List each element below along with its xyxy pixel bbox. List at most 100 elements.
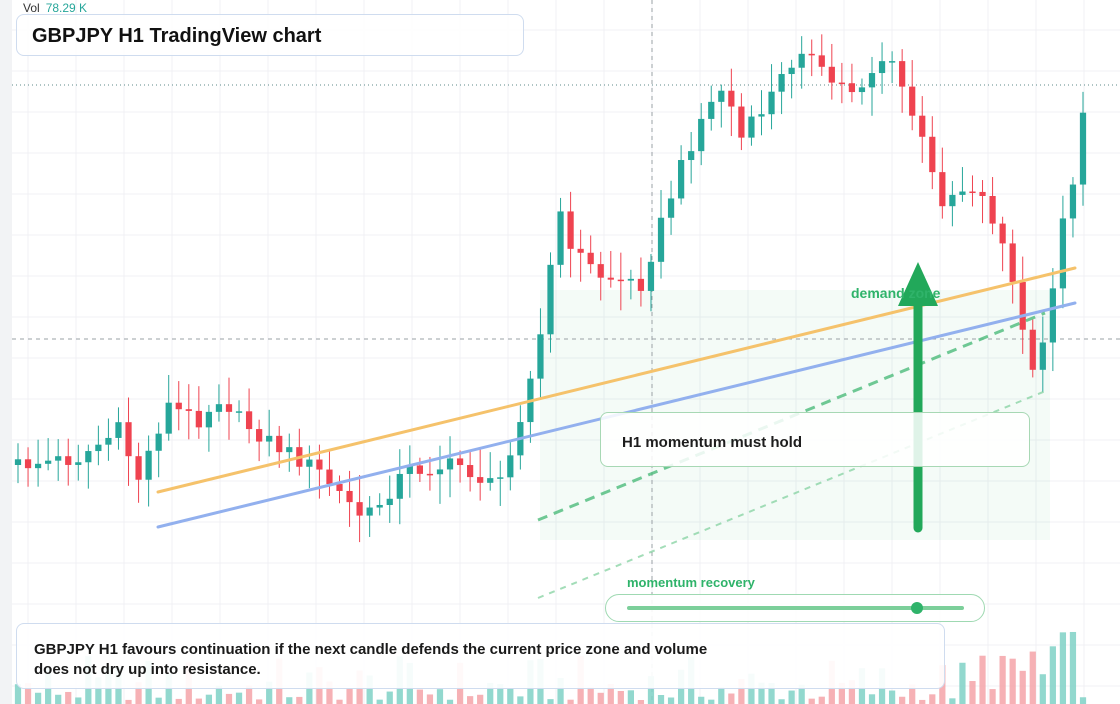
- volume-bar: [436, 689, 444, 704]
- candle-body: [567, 211, 574, 249]
- volume-bar: [235, 692, 243, 704]
- candle-body: [225, 404, 233, 412]
- candle-body: [597, 264, 604, 278]
- candle-body: [848, 83, 856, 93]
- volume-value: 78.29 K: [45, 1, 88, 15]
- candle-body: [547, 264, 554, 335]
- volume-bar: [637, 699, 645, 704]
- candle-body: [728, 90, 735, 107]
- candle-body: [286, 447, 293, 453]
- candle-body: [748, 116, 755, 138]
- candle-body: [959, 191, 966, 195]
- candle-body: [999, 223, 1006, 244]
- candle-body: [235, 411, 243, 413]
- candle-body: [617, 279, 624, 282]
- meter-knob[interactable]: [910, 602, 923, 614]
- volume-bar: [868, 694, 876, 704]
- volume-bar: [738, 678, 745, 704]
- volume-bar: [989, 689, 996, 704]
- volume-bar: [979, 655, 986, 704]
- volume-bar: [55, 694, 62, 704]
- candle-body: [1009, 243, 1016, 282]
- candle-body: [768, 91, 775, 115]
- candle-body: [426, 473, 434, 476]
- summary-text: GBPJPY H1 favours continuation if the ne…: [34, 641, 708, 678]
- candle-body: [758, 114, 765, 117]
- candle-body: [115, 422, 122, 438]
- candle-body: [65, 456, 72, 465]
- candle-body: [105, 437, 112, 445]
- volume-bar: [497, 684, 504, 704]
- up-arrow-head: [898, 262, 938, 306]
- candle-body: [577, 248, 584, 253]
- volume-bar: [667, 697, 675, 704]
- candle-body: [205, 411, 213, 428]
- volume-bar: [909, 684, 916, 704]
- callout-text: H1 momentum must hold: [622, 434, 803, 451]
- chart-title-box: GBPJPY H1 TradingView chart: [16, 14, 524, 56]
- volume-bar: [225, 693, 233, 704]
- candle-body: [366, 507, 373, 516]
- candle-body: [1039, 342, 1046, 370]
- left-edge-strip: [0, 0, 12, 704]
- volume-bar: [195, 698, 202, 704]
- candle-body: [316, 459, 323, 470]
- candle-body: [266, 435, 273, 442]
- candle-body: [688, 151, 695, 161]
- volume-bar: [266, 681, 273, 704]
- volume-bar: [1049, 646, 1056, 704]
- volume-bar: [949, 698, 956, 704]
- candle-body: [276, 435, 283, 453]
- candle-body: [899, 61, 906, 87]
- volume-bar: [245, 685, 253, 704]
- candle-body: [909, 86, 916, 116]
- volume-bar: [1039, 674, 1046, 704]
- demand-zone-label: demand zone: [851, 285, 941, 301]
- volume-bar: [336, 699, 343, 704]
- volume-bar: [205, 694, 213, 704]
- volume-bar: [547, 699, 554, 704]
- chart-title: GBPJPY H1 TradingView chart: [32, 25, 322, 47]
- momentum-callout: H1 momentum must hold: [600, 412, 1030, 467]
- volume-bar: [708, 699, 715, 704]
- candle-body: [245, 411, 253, 430]
- candle-body: [607, 277, 614, 280]
- volume-bar: [848, 680, 856, 704]
- volume-readout: Vol 78.29 K: [23, 1, 87, 15]
- candle-body: [336, 484, 343, 491]
- candle-body: [215, 404, 223, 412]
- candle-body: [165, 402, 172, 434]
- candle-body: [969, 191, 976, 194]
- volume-bar: [698, 696, 705, 704]
- volume-bar: [627, 690, 634, 704]
- volume-bar: [175, 698, 182, 704]
- candle-body: [24, 459, 32, 469]
- candle-body: [326, 469, 333, 485]
- candle-body: [256, 429, 263, 442]
- volume-bar: [647, 676, 655, 704]
- candle-body: [939, 172, 946, 207]
- candle-body: [467, 465, 474, 478]
- volume-label: Vol: [23, 1, 40, 15]
- candle-body: [95, 444, 102, 452]
- volume-bar: [14, 684, 22, 704]
- momentum-meter-label: momentum recovery: [627, 575, 755, 590]
- candle-body: [878, 61, 886, 74]
- volume-bar: [416, 689, 424, 704]
- candle-body: [456, 458, 464, 466]
- candle-body: [145, 450, 152, 480]
- momentum-meter[interactable]: [605, 594, 985, 622]
- candle-body: [1069, 184, 1077, 219]
- volume-bar: [477, 694, 484, 704]
- candle-body: [436, 469, 444, 475]
- candle-body: [175, 402, 182, 410]
- volume-bar: [326, 681, 333, 704]
- candle-body: [557, 211, 564, 265]
- candle-body: [135, 456, 142, 480]
- volume-bar: [215, 685, 223, 704]
- volume-bar: [155, 697, 162, 704]
- volume-bar: [346, 688, 353, 704]
- candle-body: [125, 422, 132, 457]
- volume-bar: [818, 696, 825, 704]
